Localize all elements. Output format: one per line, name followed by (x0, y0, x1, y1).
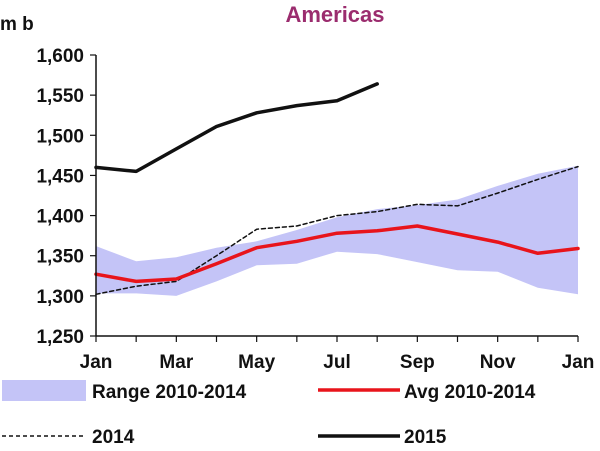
y-unit-label: m b (0, 14, 34, 35)
series-line-2014 (95, 165, 579, 296)
axis-layer (90, 54, 579, 342)
y-tick-label: 1,600 (36, 46, 84, 67)
series-line-avg-2010-2014 (94, 224, 580, 284)
y-tick-label: 1,400 (36, 207, 84, 228)
series-line-2015 (94, 82, 379, 174)
watermark-text: 华尔街情报 (482, 401, 552, 417)
x-tick-label: May (238, 352, 275, 373)
y-tick-label: 1,550 (36, 86, 84, 107)
x-tick-labels: Jan Mar May Jul Sep Nov Jan (80, 352, 595, 373)
legend-swatch-range (2, 380, 86, 401)
series-layer (94, 82, 580, 296)
legend-label-2015: 2015 (404, 427, 447, 448)
x-tick-label: Sep (400, 352, 435, 373)
x-tick-label: Jan (562, 352, 595, 373)
y-tick-label: 1,500 (36, 126, 84, 147)
x-tick-label: Mar (159, 352, 193, 373)
x-tick-label: Jan (80, 352, 113, 373)
wechat-icon (454, 401, 477, 419)
legend-label-2014: 2014 (92, 427, 135, 448)
range-band-layer (96, 165, 578, 296)
x-tick-label: Jul (323, 352, 350, 373)
y-tick-label: 1,450 (36, 166, 84, 187)
y-tick-label: 1,350 (36, 247, 84, 268)
range-band (96, 165, 578, 296)
legend-label-avg: Avg 2010-2014 (404, 382, 536, 403)
y-tick-labels: 1,250 1,300 1,350 1,400 1,450 1,500 1,550 1,600 (36, 46, 84, 348)
legend-label-range: Range 2010-2014 (92, 382, 247, 403)
legend: Range 2010-2014 Avg 2010-2014 2014 2015 (2, 380, 536, 448)
watermark: 华尔街情报 (454, 401, 552, 419)
y-tick-label: 1,250 (36, 327, 84, 348)
chart-title: Americas (285, 2, 384, 27)
x-tick-label: Nov (480, 352, 516, 373)
y-tick-label: 1,300 (36, 287, 84, 308)
